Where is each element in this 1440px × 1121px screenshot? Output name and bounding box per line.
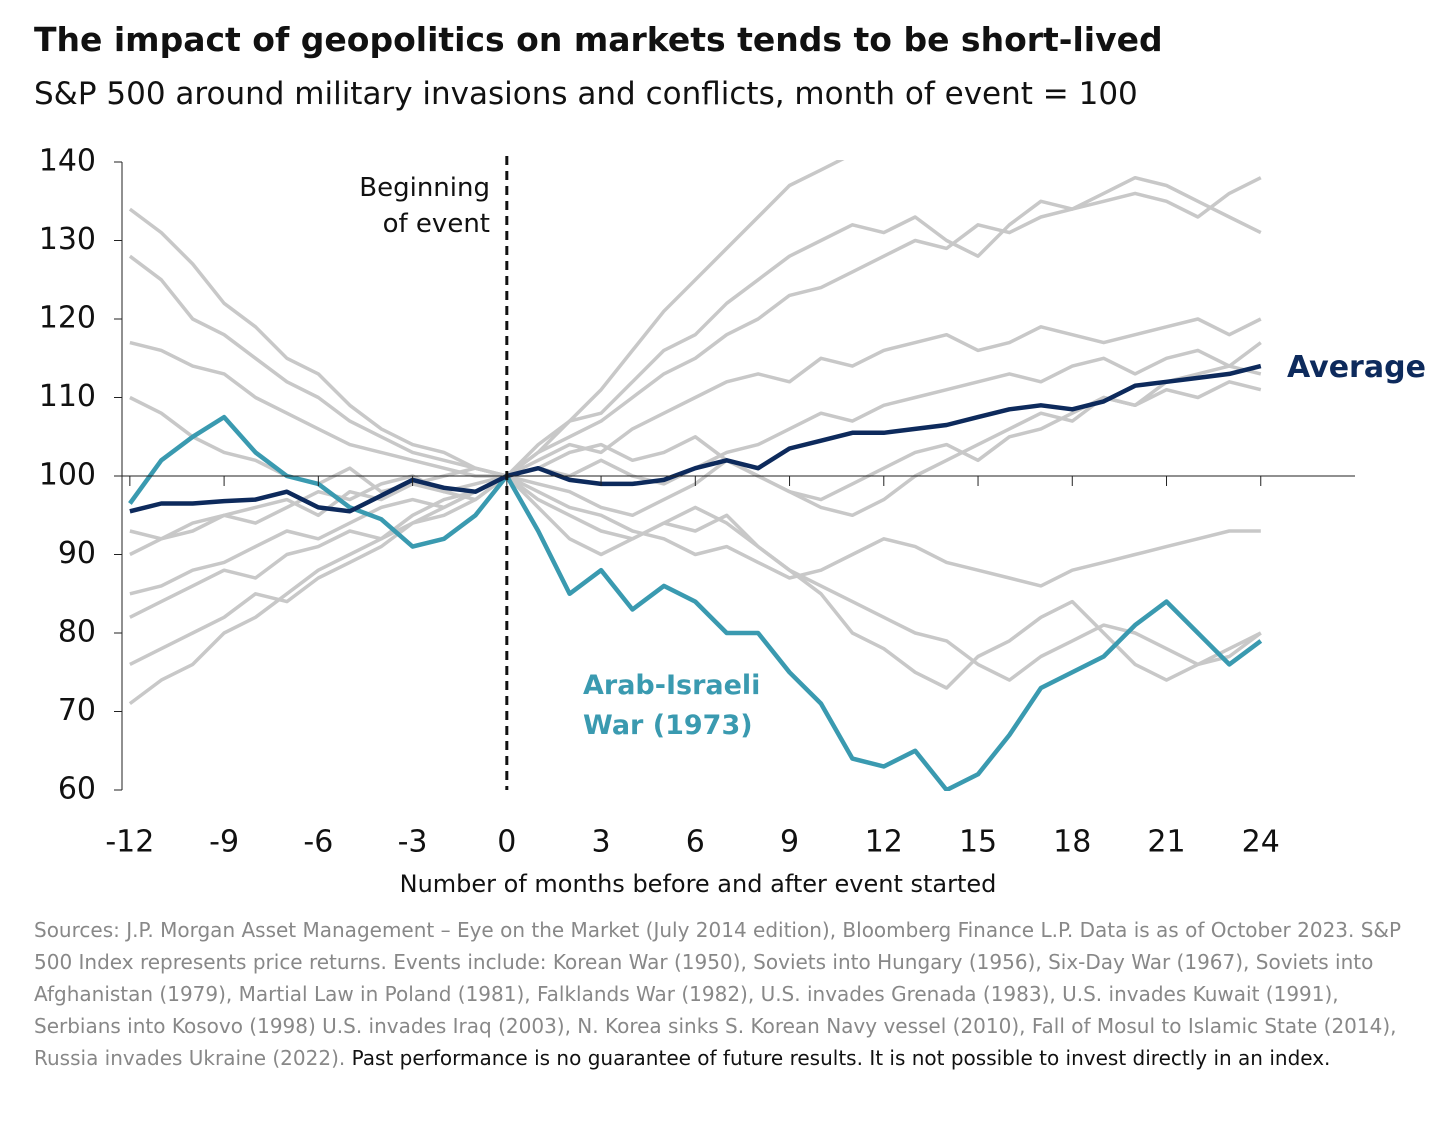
disclaimer: Past performance is no guarantee of futu… <box>351 1046 1331 1070</box>
x-tick-label: -9 <box>209 825 239 860</box>
event-line-gray <box>129 176 1262 478</box>
series-line <box>129 363 1262 514</box>
y-tick-label: 110 <box>39 379 96 414</box>
y-tick-label: 80 <box>58 615 96 650</box>
x-axis-label: Number of months before and after event … <box>400 870 997 898</box>
x-tick-label: 24 <box>1242 825 1280 860</box>
x-tick-label: -6 <box>303 825 333 860</box>
y-tick-label: 90 <box>58 536 96 571</box>
sources: Sources: J.P. Morgan Asset Management – … <box>34 918 1402 1070</box>
annotation: Beginning of event <box>359 173 490 239</box>
chart-subtitle: S&P 500 around military invasions and co… <box>34 76 1138 112</box>
x-tick-label: -3 <box>398 825 428 860</box>
x-tick-label: 21 <box>1147 825 1185 860</box>
chart: 60 70 80 90 100 110 120 130 140 -12 -9 -6 -3 0 3 6 9 12 15… <box>39 144 1355 898</box>
x-tick-label: 0 <box>497 825 516 860</box>
event-line-gray <box>128 160 845 478</box>
y-tick-label: 100 <box>39 458 96 493</box>
y-tick-label: 120 <box>39 301 96 336</box>
event-line-gray <box>129 474 1262 682</box>
event-line-gray <box>129 474 1261 619</box>
event-line-gray <box>128 474 1262 706</box>
event-line-gray <box>128 175 1262 478</box>
x-tick-label: 12 <box>865 825 903 860</box>
x-tick-label: 6 <box>686 825 705 860</box>
series-label: Arab-Israeli War (1973) <box>583 670 761 741</box>
x-tick-label: 9 <box>780 825 799 860</box>
x-tick-label: 15 <box>959 825 997 860</box>
x-tick-label: 18 <box>1053 825 1091 860</box>
x-tick-label: -12 <box>105 825 154 860</box>
series-label: Average <box>1287 350 1426 385</box>
footnote: Sources: J.P. Morgan Asset Management – … <box>34 914 1414 1074</box>
event-line-gray <box>129 364 1262 557</box>
y-tick-label: 60 <box>58 772 96 807</box>
y-tick-label: 130 <box>39 222 96 257</box>
event-line-gray <box>129 380 1262 596</box>
y-tick-label: 140 <box>39 144 96 179</box>
chart-title: The impact of geopolitics on markets ten… <box>34 20 1163 59</box>
y-tick-label: 70 <box>58 693 96 728</box>
x-tick-label: 3 <box>592 825 611 860</box>
